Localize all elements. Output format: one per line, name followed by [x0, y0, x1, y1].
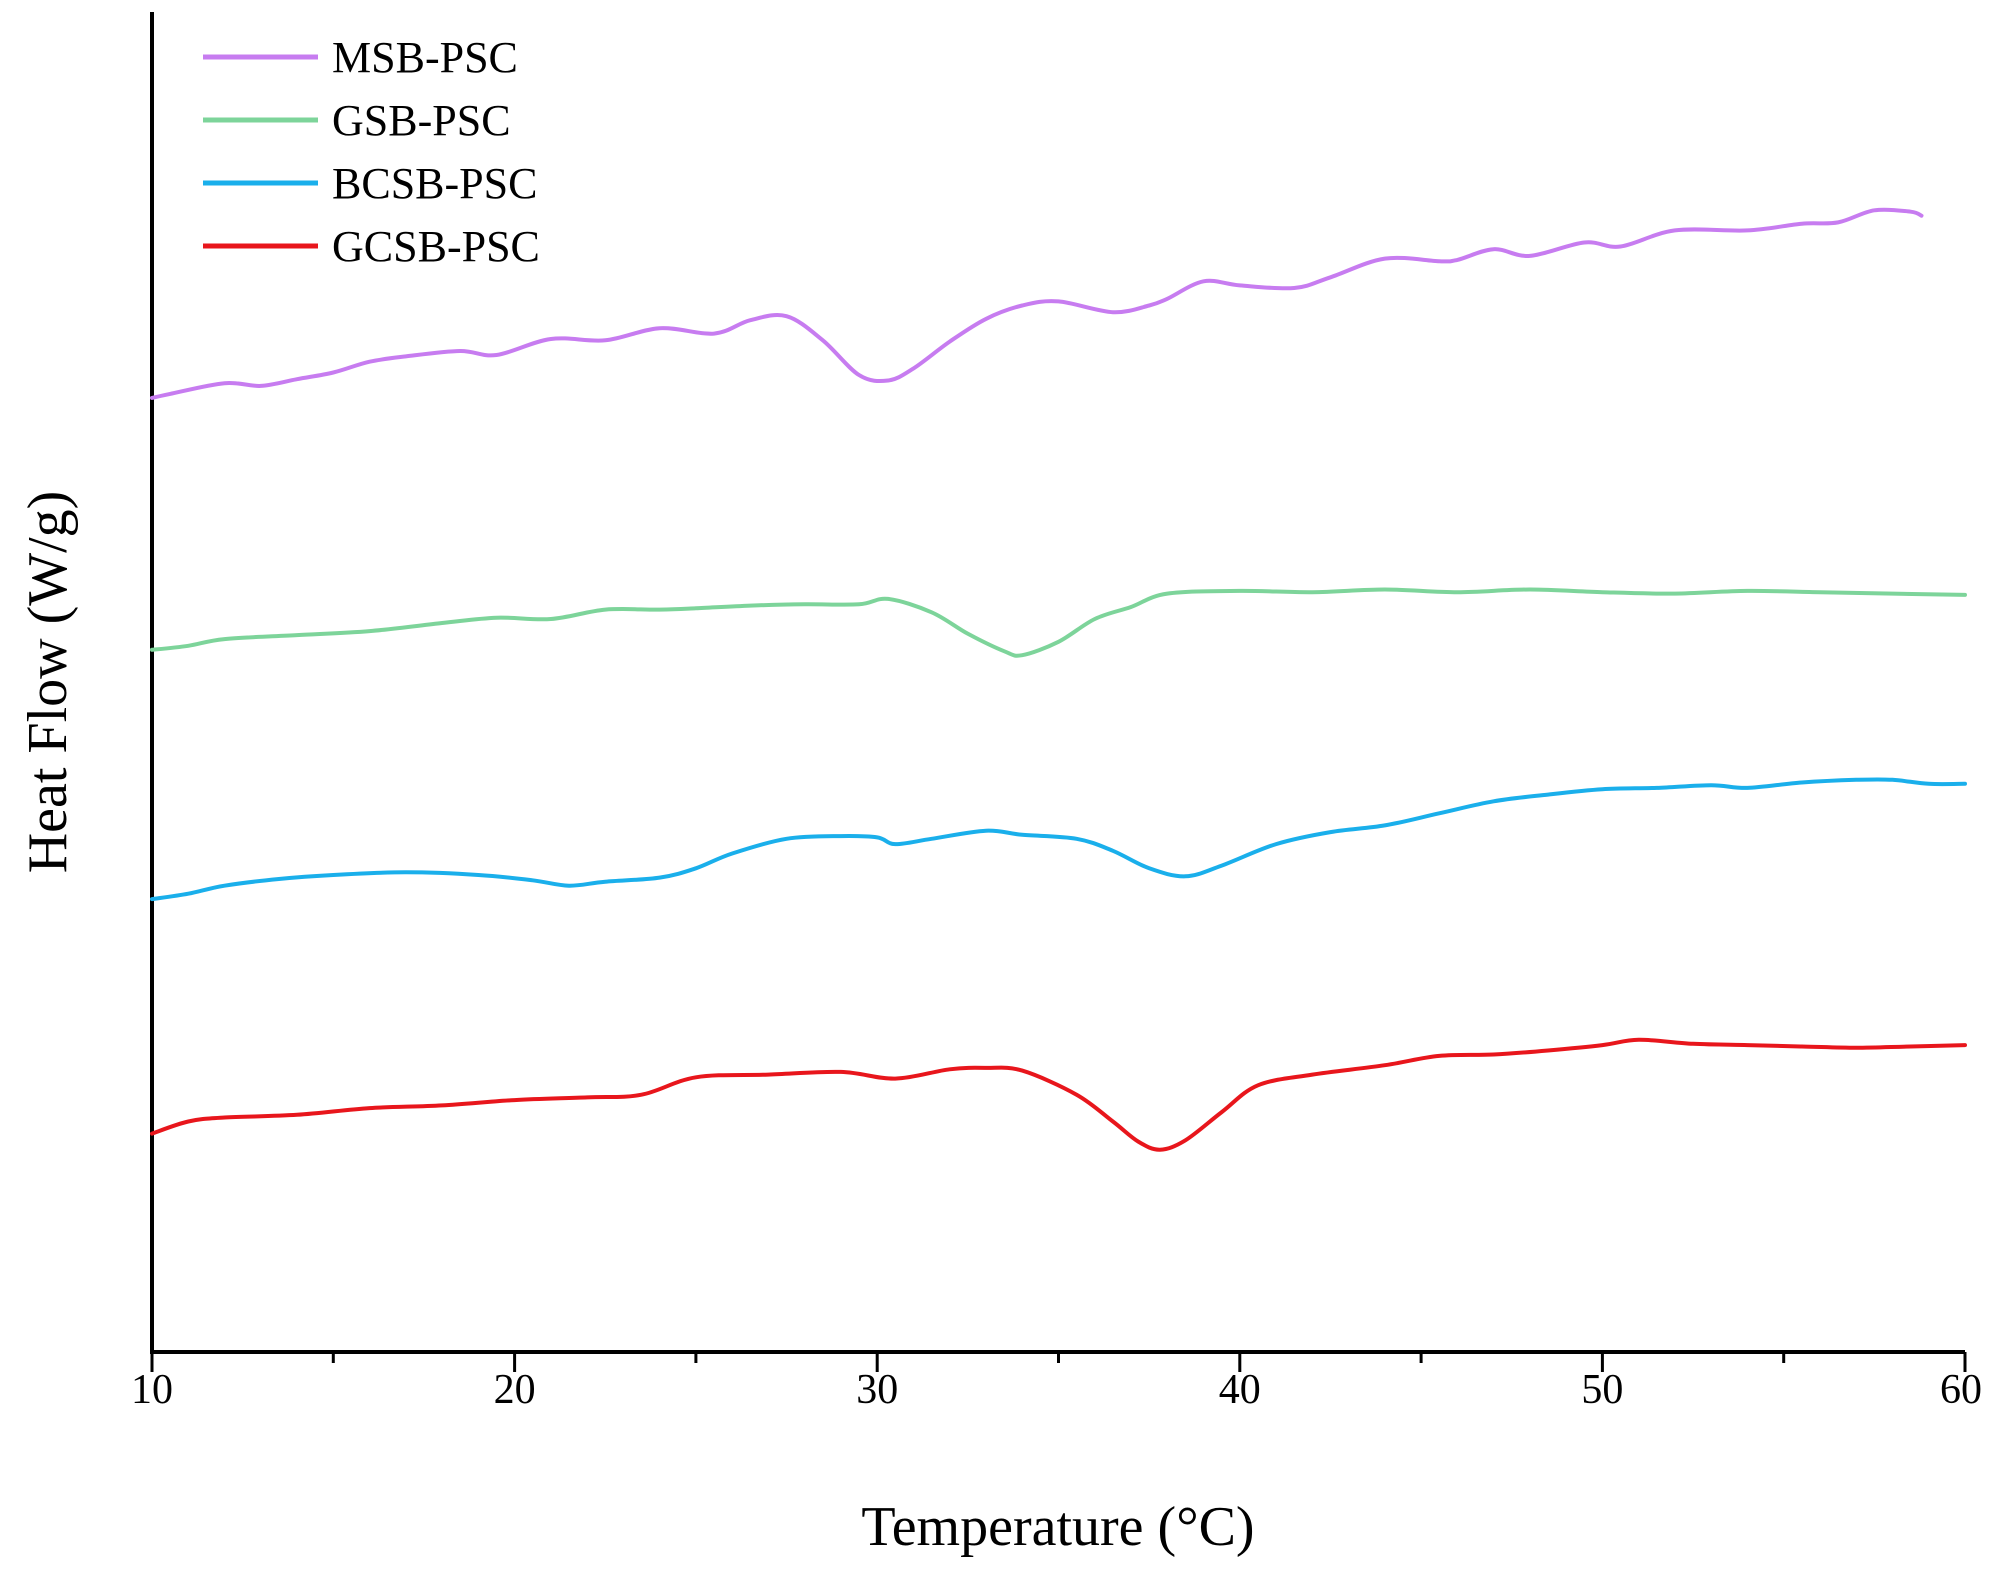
series-line-msb-psc [150, 207, 1924, 400]
x-tick-label: 30 [856, 1367, 898, 1413]
series-line-gcsb-psc [150, 1037, 1967, 1152]
x-tick-label: 10 [131, 1367, 173, 1413]
series-lines [150, 207, 1967, 1152]
x-tick-label: 20 [494, 1367, 536, 1413]
legend: MSB-PSC GSB-PSC BCSB-PSC GCSB-PSC [203, 33, 540, 271]
legend-label-bcsb-psc: BCSB-PSC [332, 159, 537, 208]
legend-label-gsb-psc: GSB-PSC [332, 96, 511, 145]
x-tick-label: 50 [1581, 1367, 1623, 1413]
series-line-gsb-psc [150, 587, 1967, 658]
y-axis-title: Heat Flow (W/g) [17, 491, 79, 874]
x-axis-title: Temperature (°C) [861, 1496, 1254, 1558]
x-tick-label: 40 [1219, 1367, 1261, 1413]
x-tick-label: 60 [1940, 1367, 1982, 1413]
series-line-bcsb-psc [150, 777, 1967, 902]
x-ticks: 10 20 30 40 50 60 [131, 1352, 1982, 1413]
legend-label-gcsb-psc: GCSB-PSC [332, 222, 540, 271]
legend-label-msb-psc: MSB-PSC [332, 33, 518, 82]
